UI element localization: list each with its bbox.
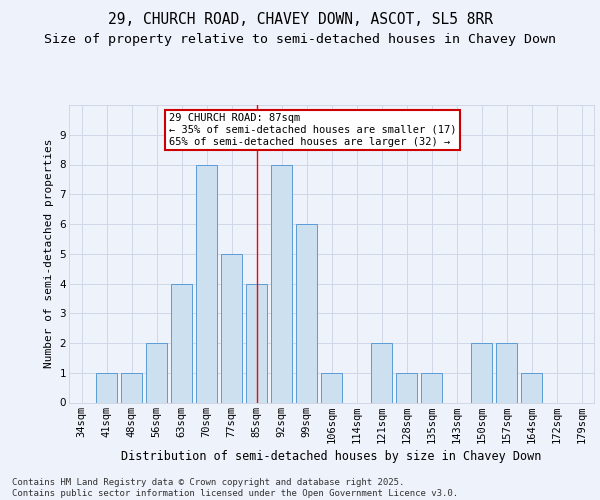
Bar bbox=[496, 343, 517, 402]
Text: Contains HM Land Registry data © Crown copyright and database right 2025.
Contai: Contains HM Land Registry data © Crown c… bbox=[12, 478, 458, 498]
Bar bbox=[196, 164, 217, 402]
X-axis label: Distribution of semi-detached houses by size in Chavey Down: Distribution of semi-detached houses by … bbox=[121, 450, 542, 462]
Text: Size of property relative to semi-detached houses in Chavey Down: Size of property relative to semi-detach… bbox=[44, 32, 556, 46]
Bar bbox=[271, 164, 292, 402]
Bar bbox=[321, 373, 342, 402]
Text: 29 CHURCH ROAD: 87sqm
← 35% of semi-detached houses are smaller (17)
65% of semi: 29 CHURCH ROAD: 87sqm ← 35% of semi-deta… bbox=[169, 114, 457, 146]
Bar bbox=[421, 373, 442, 402]
Y-axis label: Number of semi-detached properties: Number of semi-detached properties bbox=[44, 139, 54, 368]
Bar bbox=[146, 343, 167, 402]
Bar bbox=[471, 343, 492, 402]
Bar bbox=[371, 343, 392, 402]
Bar bbox=[221, 254, 242, 402]
Bar bbox=[296, 224, 317, 402]
Bar bbox=[96, 373, 117, 402]
Text: 29, CHURCH ROAD, CHAVEY DOWN, ASCOT, SL5 8RR: 29, CHURCH ROAD, CHAVEY DOWN, ASCOT, SL5… bbox=[107, 12, 493, 28]
Bar bbox=[521, 373, 542, 402]
Bar bbox=[171, 284, 192, 403]
Bar bbox=[121, 373, 142, 402]
Bar bbox=[246, 284, 267, 403]
Bar bbox=[396, 373, 417, 402]
